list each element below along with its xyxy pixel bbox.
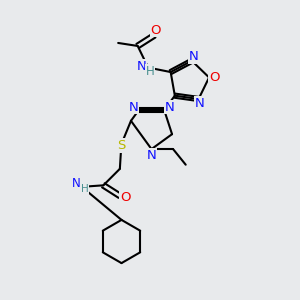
Text: N: N <box>147 148 156 162</box>
Text: N: N <box>195 97 205 110</box>
Text: O: O <box>209 71 220 84</box>
Text: N: N <box>137 60 146 73</box>
Text: H: H <box>146 65 154 78</box>
Text: N: N <box>128 100 138 113</box>
Text: N: N <box>188 50 198 63</box>
Text: O: O <box>150 24 161 37</box>
Text: S: S <box>117 139 125 152</box>
Text: N: N <box>72 177 81 190</box>
Text: H: H <box>81 184 88 194</box>
Text: N: N <box>165 100 175 113</box>
Text: O: O <box>120 191 130 204</box>
